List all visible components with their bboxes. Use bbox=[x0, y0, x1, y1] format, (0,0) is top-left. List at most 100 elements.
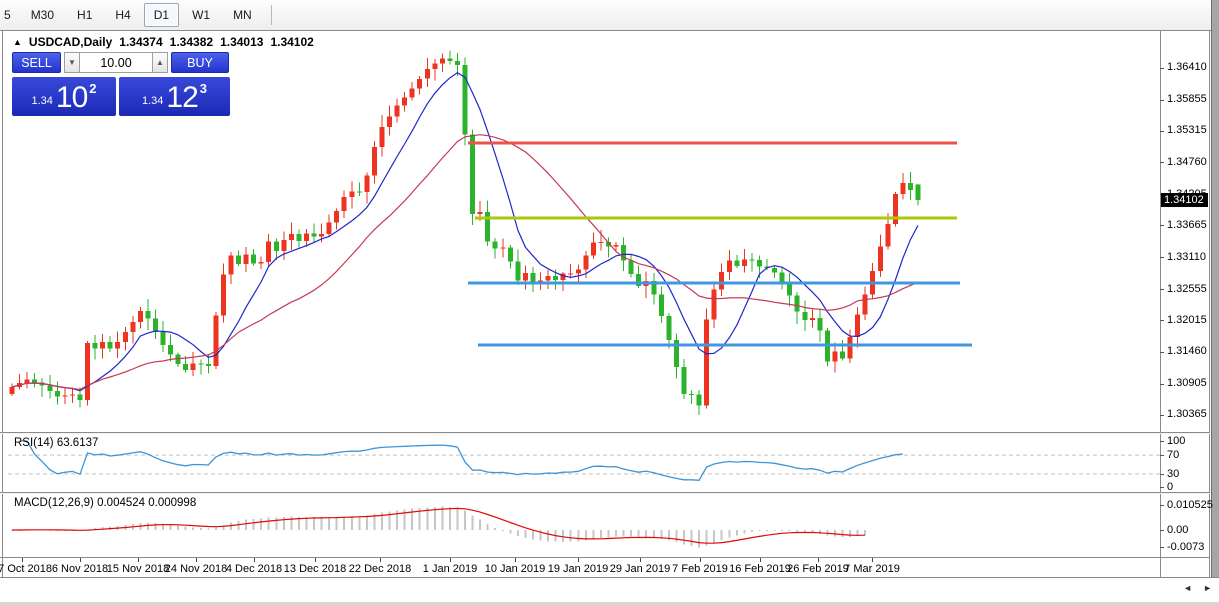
expand-arrow-icon[interactable]: ▲ bbox=[13, 36, 22, 47]
price-axis-tick bbox=[1160, 415, 1164, 416]
date-axis-tick bbox=[578, 558, 579, 562]
price-axis-label: 1.30365 bbox=[1167, 408, 1207, 420]
current-price-tag: 1.34102 bbox=[1161, 193, 1208, 207]
sell-price-prefix: 1.34 bbox=[31, 95, 53, 107]
date-axis-tick bbox=[22, 558, 23, 562]
sell-price-panel[interactable]: 1.34 10 2 bbox=[12, 77, 116, 116]
date-axis-tick bbox=[872, 558, 873, 562]
sell-price-big: 10 bbox=[55, 81, 88, 114]
price-axis-tick bbox=[1160, 225, 1164, 226]
right-edge-strip bbox=[1211, 0, 1219, 577]
price-axis-label: 1.35315 bbox=[1167, 124, 1207, 136]
price-axis-label: 1.34760 bbox=[1167, 156, 1207, 168]
tab-scroll-right-icon[interactable]: ► bbox=[1203, 583, 1212, 593]
price-chart-canvas[interactable] bbox=[8, 31, 1160, 432]
volume-input[interactable] bbox=[79, 52, 153, 73]
date-axis-label: 6 Nov 2018 bbox=[51, 563, 109, 575]
buy-price-big: 12 bbox=[166, 81, 198, 114]
window-top-border bbox=[0, 30, 1219, 31]
date-axis-tick bbox=[315, 558, 316, 562]
window-right-border bbox=[1209, 31, 1210, 577]
date-axis-tick bbox=[450, 558, 451, 562]
rsi-macd-separator[interactable] bbox=[0, 492, 1210, 493]
rsi-macd-separator-light bbox=[0, 493, 1210, 494]
date-axis-label: 16 Feb 2019 bbox=[729, 563, 791, 575]
rsi-header: RSI(14) 63.6137 bbox=[14, 437, 99, 449]
tab-scroll-left-icon[interactable]: ◄ bbox=[1183, 583, 1193, 593]
price-axis-tick bbox=[1160, 289, 1164, 290]
timeframe-button-m30[interactable]: M30 bbox=[30, 8, 55, 22]
price-axis-label: 1.33665 bbox=[1167, 219, 1207, 231]
price-axis-label: 1.36410 bbox=[1167, 61, 1207, 73]
price-axis-tick bbox=[1160, 384, 1164, 385]
buy-price-prefix: 1.34 bbox=[141, 95, 164, 107]
macd-scale-label: -0.0073 bbox=[1167, 541, 1205, 553]
tab-scroll-arrows: ◄ ► bbox=[1179, 580, 1216, 596]
date-axis-tick bbox=[380, 558, 381, 562]
sell-price-pip: 2 bbox=[89, 81, 97, 96]
volume-increase-button[interactable]: ▲ bbox=[153, 52, 168, 73]
price-axis-tick bbox=[1160, 68, 1164, 69]
bottom-edge-strip bbox=[0, 602, 1219, 605]
rsi-scale-label: 70 bbox=[1167, 449, 1180, 461]
date-axis-label: 4 Dec 2018 bbox=[225, 563, 283, 575]
date-axis-tick bbox=[640, 558, 641, 562]
buy-price-panel[interactable]: 1.34 12 3 bbox=[119, 77, 230, 116]
price-axis-label: 1.35855 bbox=[1167, 93, 1207, 105]
date-axis-label: 26 Feb 2019 bbox=[787, 563, 849, 575]
timeframe-button-h1[interactable]: H1 bbox=[77, 8, 93, 22]
ohlc-open: 1.34374 bbox=[119, 35, 163, 49]
buy-button[interactable]: BUY bbox=[171, 52, 229, 73]
rsi-scale-label: 100 bbox=[1167, 435, 1186, 447]
price-axis-tick bbox=[1160, 131, 1164, 132]
axis-separator-line bbox=[1160, 31, 1161, 577]
volume-decrease-button[interactable]: ▼ bbox=[64, 52, 79, 73]
chart-symbol-header: ▲ USDCAD,Daily 1.34374 1.34382 1.34013 1… bbox=[13, 35, 314, 49]
macd-scale-label: 0.00 bbox=[1167, 524, 1189, 536]
date-axis-tick bbox=[700, 558, 701, 562]
price-axis-tick bbox=[1160, 162, 1164, 163]
date-axis-tick bbox=[515, 558, 516, 562]
timeframe-button-d1[interactable]: D1 bbox=[143, 3, 180, 27]
date-axis-label: 1 Jan 2019 bbox=[422, 563, 478, 575]
sell-button[interactable]: SELL bbox=[12, 52, 61, 73]
ohlc-high: 1.34382 bbox=[169, 35, 214, 49]
ohlc-close: 1.34102 bbox=[270, 35, 314, 49]
date-axis-tick bbox=[138, 558, 139, 562]
price-axis-tick bbox=[1160, 257, 1164, 258]
price-axis-label: 1.31460 bbox=[1167, 345, 1207, 357]
macd-chart-canvas[interactable] bbox=[8, 494, 1160, 556]
ohlc-low: 1.34013 bbox=[220, 35, 264, 49]
price-axis-tick bbox=[1160, 320, 1164, 321]
rsi-scale-tick bbox=[1160, 487, 1164, 488]
rsi-scale-label: 30 bbox=[1167, 468, 1180, 480]
date-axis-tick bbox=[760, 558, 761, 562]
rsi-scale-tick bbox=[1160, 441, 1164, 442]
rsi-chart-canvas[interactable] bbox=[8, 434, 1160, 491]
date-axis-tick bbox=[254, 558, 255, 562]
price-axis-label: 1.32555 bbox=[1167, 283, 1207, 295]
date-axis-label: 13 Dec 2018 bbox=[283, 563, 347, 575]
timeframe-toolbar: 5 M30 H1 H4 D1 W1 MN bbox=[0, 0, 1219, 30]
macd-header: MACD(12,26,9) 0.004524 0.000998 bbox=[14, 497, 197, 509]
main-rsi-separator[interactable] bbox=[0, 432, 1210, 433]
timeframe-button-w1[interactable]: W1 bbox=[192, 8, 211, 22]
date-axis-label: 27 Oct 2018 bbox=[0, 563, 52, 575]
timeframe-button-mn[interactable]: MN bbox=[233, 8, 252, 22]
timeframe-button-h4[interactable]: H4 bbox=[115, 8, 131, 22]
macd-scale-tick bbox=[1160, 547, 1164, 548]
main-rsi-separator-light bbox=[0, 433, 1210, 434]
macd-scale-tick bbox=[1160, 530, 1164, 531]
price-axis-label: 1.30905 bbox=[1167, 377, 1207, 389]
date-axis-tick bbox=[80, 558, 81, 562]
window-left-border bbox=[2, 31, 3, 577]
date-axis-tick bbox=[818, 558, 819, 562]
price-axis-label: 1.33110 bbox=[1167, 251, 1206, 263]
macd-scale-tick bbox=[1160, 505, 1164, 506]
timeframe-button-5[interactable]: 5 bbox=[4, 8, 11, 22]
date-axis-label: 7 Feb 2019 bbox=[672, 563, 728, 575]
date-axis-label: 7 Mar 2019 bbox=[844, 563, 900, 575]
date-axis-tick bbox=[196, 558, 197, 562]
date-axis-label: 15 Nov 2018 bbox=[106, 563, 170, 575]
